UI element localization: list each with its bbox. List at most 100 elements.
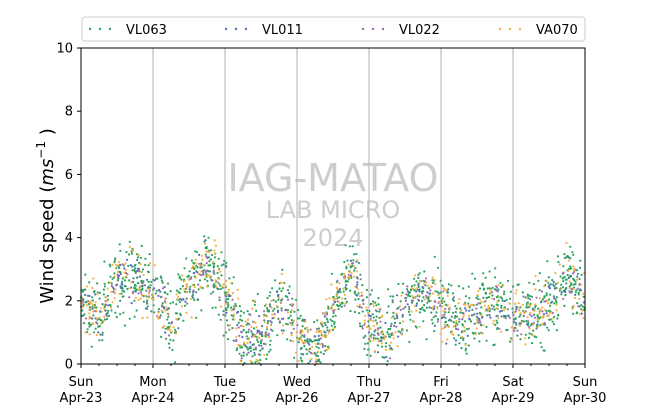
data-point-VL063: [366, 309, 369, 312]
data-point-VL011: [112, 286, 115, 289]
data-point-VL022: [314, 360, 317, 363]
data-point-VL063: [313, 320, 316, 324]
x-tick-label-day: Mon: [139, 375, 166, 390]
data-point-VA070: [489, 291, 492, 294]
data-point-VL063: [93, 290, 96, 293]
data-point-VA070: [431, 306, 434, 309]
data-point-VL063: [212, 262, 215, 265]
data-point-VL022: [260, 331, 263, 334]
data-point-VL063: [399, 300, 402, 303]
data-point-VL063: [488, 270, 491, 273]
data-point-VL063: [465, 352, 468, 355]
data-point-VA070: [366, 311, 370, 315]
data-point-VL063: [349, 265, 352, 268]
data-point-VL063: [329, 318, 332, 321]
data-point-VA070: [380, 316, 383, 319]
data-point-VA070: [234, 306, 237, 309]
data-point-VA070: [192, 265, 195, 268]
data-point-VL022: [528, 313, 531, 316]
data-point-VL011: [417, 284, 420, 287]
data-point-VL022: [562, 297, 565, 300]
data-point-VL011: [107, 304, 110, 307]
data-point-VA070: [534, 274, 537, 278]
data-point-VL063: [537, 279, 540, 282]
data-point-VA070: [153, 264, 156, 267]
data-point-VL063: [319, 351, 322, 354]
data-point-VL063: [236, 347, 239, 350]
data-point-VL063: [549, 293, 552, 296]
data-point-VL063: [444, 321, 447, 324]
data-point-VL063: [177, 273, 180, 276]
data-point-VL063: [209, 264, 212, 267]
data-point-VA070: [147, 292, 150, 295]
data-point-VA070: [533, 309, 536, 312]
data-point-VL063: [391, 295, 395, 298]
data-point-VL063: [433, 255, 436, 258]
data-point-VA070: [206, 250, 209, 253]
data-point-VA070: [321, 322, 324, 325]
data-point-VL063: [372, 316, 375, 319]
data-point-VL063: [319, 361, 322, 364]
data-point-VL063: [570, 290, 574, 293]
data-point-VL063: [232, 276, 235, 279]
data-point-VL022: [257, 353, 260, 356]
data-point-VL063: [397, 330, 400, 333]
x-tick-label-date: Apr-24: [132, 391, 175, 406]
data-point-VA070: [329, 307, 332, 310]
data-point-VL063: [271, 309, 275, 312]
data-point-VA070: [329, 328, 332, 331]
data-point-VA070: [92, 305, 95, 308]
data-point-VL063: [494, 267, 497, 270]
data-point-VL063: [369, 303, 372, 306]
data-point-VA070: [512, 328, 515, 331]
data-point-VA070: [383, 338, 386, 341]
data-point-VA070: [231, 292, 235, 295]
data-point-VA070: [508, 302, 511, 305]
data-point-VA070: [175, 293, 178, 296]
data-point-VL063: [324, 349, 327, 352]
data-point-VA070: [372, 324, 375, 327]
data-point-VA070: [415, 287, 418, 290]
data-point-VL022: [197, 283, 200, 286]
x-tick-label-day: Sat: [502, 375, 523, 390]
data-point-VA070: [203, 242, 206, 245]
data-point-VA070: [517, 302, 520, 305]
data-point-VL063: [425, 338, 428, 341]
data-point-VL063: [515, 323, 518, 326]
data-point-VL063: [280, 289, 283, 293]
data-point-VL011: [198, 253, 201, 256]
data-point-VL011: [393, 324, 396, 327]
data-point-VA070: [214, 281, 217, 284]
data-point-VL063: [177, 290, 180, 294]
data-point-VL063: [373, 330, 376, 333]
data-point-VA070: [263, 334, 266, 337]
data-point-VA070: [332, 327, 335, 330]
data-point-VA070: [574, 296, 577, 300]
data-point-VL011: [522, 314, 525, 318]
data-point-VL063: [214, 256, 217, 259]
data-point-VL022: [309, 328, 312, 331]
data-point-VA070: [147, 296, 151, 299]
data-point-VL063: [367, 325, 370, 328]
data-point-VA070: [446, 294, 449, 297]
data-point-VL011: [433, 324, 436, 327]
data-point-VL022: [248, 323, 251, 326]
data-point-VL011: [196, 298, 199, 301]
data-point-VL063: [538, 289, 541, 292]
data-point-VA070: [359, 295, 362, 298]
data-point-VL063: [505, 329, 508, 332]
data-point-VL063: [115, 267, 118, 270]
data-point-VL063: [344, 244, 347, 247]
data-point-VL011: [258, 315, 261, 318]
data-point-VL022: [553, 297, 556, 300]
data-point-VA070: [213, 239, 216, 242]
data-point-VA070: [568, 259, 571, 262]
data-point-VL022: [491, 307, 494, 310]
data-point-VL063: [245, 353, 248, 356]
data-point-VL063: [84, 273, 87, 276]
data-point-VL063: [549, 318, 552, 321]
data-point-VL011: [249, 345, 252, 349]
data-point-VA070: [534, 288, 537, 291]
data-point-VL063: [261, 335, 264, 338]
data-point-VA070: [191, 283, 194, 287]
